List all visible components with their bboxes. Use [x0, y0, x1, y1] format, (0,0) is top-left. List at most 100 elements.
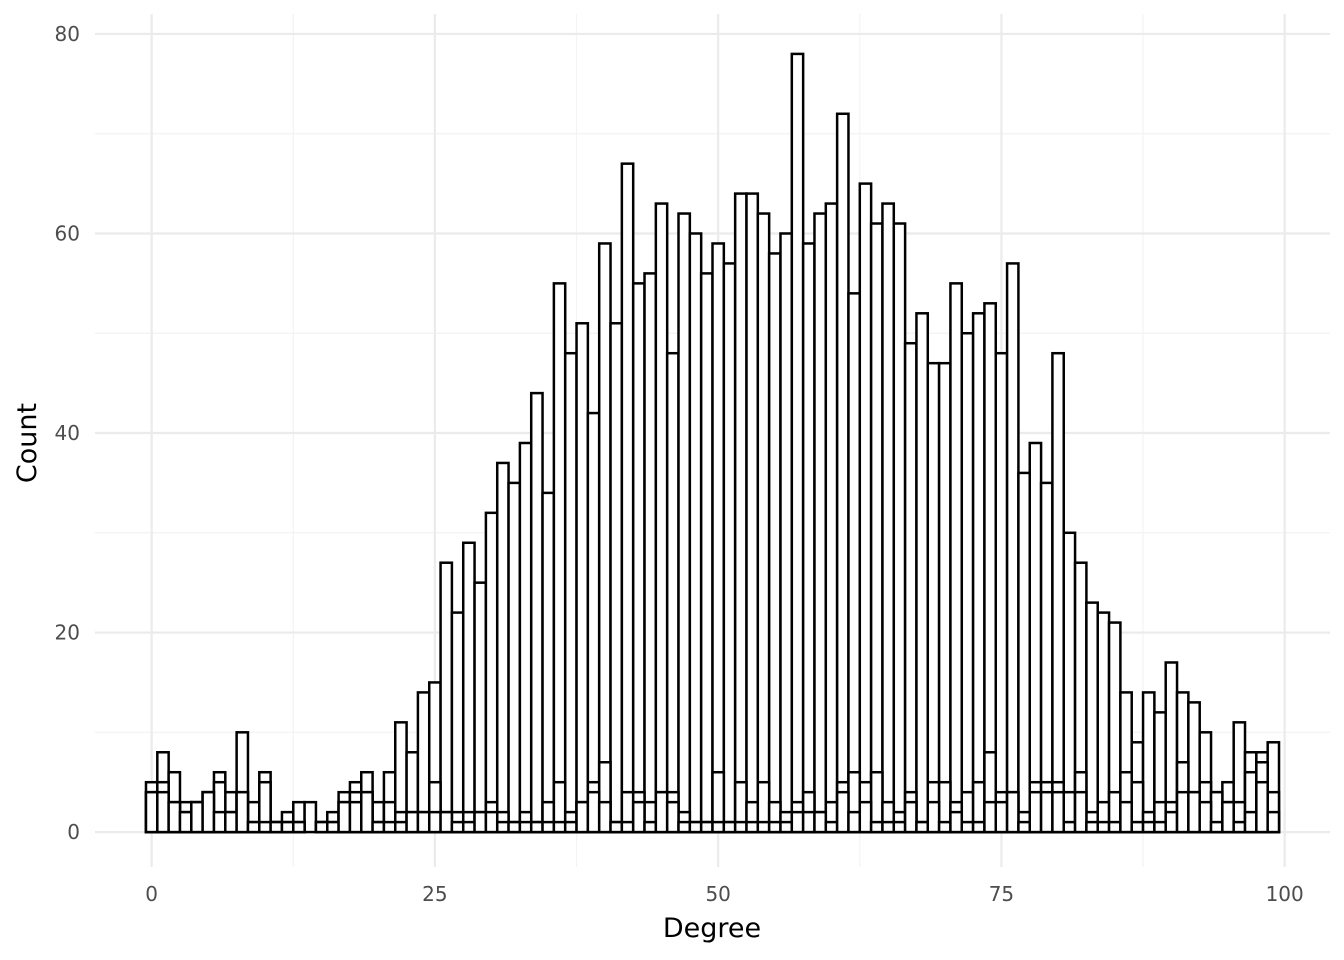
histogram-bar	[937, 361, 952, 834]
histogram-bar	[699, 820, 714, 834]
histogram-bar	[677, 212, 692, 834]
histogram-bar	[563, 820, 578, 834]
histogram-bar	[1096, 820, 1111, 834]
histogram-bar	[722, 820, 737, 834]
histogram-bar	[586, 411, 601, 834]
histogram-bar	[575, 322, 590, 834]
histogram-bar	[824, 202, 839, 834]
histogram-bar	[937, 820, 952, 834]
histogram-bar	[1164, 810, 1179, 834]
histogram-bar	[1175, 790, 1190, 834]
histogram-bar	[190, 800, 204, 834]
histogram-bar	[960, 820, 975, 834]
histogram-bar	[382, 820, 397, 834]
histogram-bar	[1243, 810, 1258, 834]
histogram-bar	[348, 800, 363, 834]
histogram-bar	[450, 820, 465, 834]
histogram-bar	[892, 820, 907, 834]
histogram-bar	[1153, 820, 1167, 834]
histogram-bars	[144, 52, 1281, 834]
histogram-bar	[1062, 820, 1077, 834]
histogram-bar	[586, 790, 601, 834]
histogram-bar	[269, 820, 284, 834]
histogram-bar	[779, 232, 794, 834]
histogram-bar	[688, 232, 703, 834]
histogram-bar	[994, 800, 1009, 834]
histogram-bar	[495, 820, 510, 834]
histogram-bar	[1085, 820, 1099, 834]
histogram-bar	[394, 820, 408, 834]
y-tick-label: 0	[67, 820, 80, 844]
histogram-bar	[1073, 790, 1088, 834]
histogram-bar	[337, 800, 352, 834]
histogram-bar	[609, 322, 624, 834]
histogram-bar	[292, 820, 306, 834]
histogram-bar	[722, 262, 737, 834]
histogram-bar	[767, 252, 782, 834]
histogram-bar	[1039, 790, 1054, 834]
x-tick-label: 75	[989, 882, 1014, 906]
histogram-bar	[824, 820, 839, 834]
histogram-bar	[869, 222, 884, 834]
histogram-bar	[461, 541, 476, 834]
histogram-bar	[541, 820, 556, 834]
histogram-bar	[983, 800, 998, 834]
y-tick-label: 80	[55, 22, 80, 46]
histogram-bar	[1028, 441, 1043, 834]
histogram-bar	[1198, 800, 1213, 834]
histogram-bar	[745, 192, 760, 834]
histogram-bar	[303, 800, 318, 834]
histogram-bar	[1255, 780, 1269, 834]
histogram-bar	[212, 810, 227, 834]
histogram-bar	[903, 800, 918, 834]
histogram-bar	[597, 242, 612, 834]
histogram-bar	[903, 341, 918, 834]
y-tick-label: 20	[55, 621, 80, 645]
histogram-bar	[801, 810, 816, 834]
x-tick-label: 25	[422, 882, 447, 906]
histogram-bar	[258, 820, 272, 834]
histogram-bar	[529, 820, 544, 834]
histogram-bar	[1039, 481, 1054, 834]
histogram-bar	[813, 212, 828, 834]
histogram-bar	[371, 820, 386, 834]
histogram-bar	[711, 820, 726, 834]
histogram-bar	[439, 810, 454, 834]
histogram-bar	[518, 441, 533, 834]
histogram-bar	[733, 192, 748, 834]
histogram-bar	[994, 351, 1009, 834]
histogram-bar	[881, 820, 896, 834]
histogram-bar	[1005, 790, 1020, 834]
histogram-bar	[892, 222, 907, 834]
histogram-bar	[1017, 820, 1031, 834]
histogram-bar	[529, 391, 544, 834]
y-tick-label: 40	[55, 421, 80, 445]
histogram-bar	[688, 820, 703, 834]
histogram-bar	[926, 800, 941, 834]
histogram-bar	[915, 820, 930, 834]
histogram-bar	[473, 810, 488, 834]
histogram-bar	[1209, 820, 1224, 834]
histogram-bar	[949, 282, 964, 834]
histogram-bar	[835, 112, 850, 834]
histogram-bar	[1107, 820, 1122, 834]
histogram-bar	[1232, 820, 1247, 834]
histogram-bar	[450, 611, 465, 834]
histogram-bar	[246, 820, 261, 834]
histogram-bar	[552, 282, 567, 834]
histogram-bar	[1051, 790, 1065, 834]
histogram-bar	[971, 820, 986, 834]
histogram-bar	[790, 810, 805, 834]
x-tick-label: 0	[145, 882, 158, 906]
histogram-bar	[949, 810, 964, 834]
histogram-bar	[643, 820, 658, 834]
histogram-bar	[575, 800, 590, 834]
histogram-bar	[280, 820, 295, 834]
histogram-bar	[167, 800, 182, 834]
histogram-bar	[835, 790, 850, 834]
histogram-bar	[767, 820, 782, 834]
histogram-bar	[654, 202, 669, 834]
histogram-bar	[201, 790, 216, 834]
histogram-bar	[711, 242, 726, 834]
